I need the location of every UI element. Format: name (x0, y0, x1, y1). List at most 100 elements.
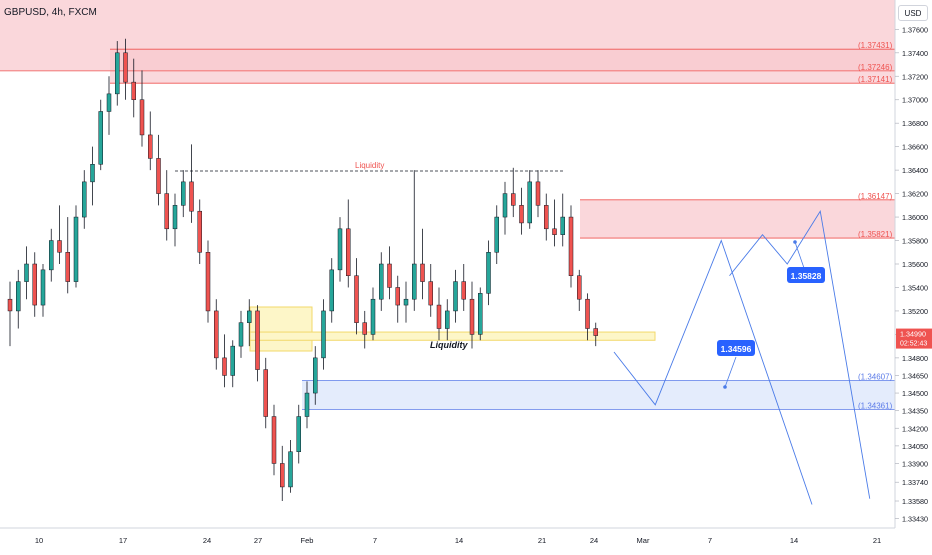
candle (271, 404, 277, 476)
resistance-zone (580, 199, 895, 239)
candle (362, 310, 367, 349)
candle (7, 281, 13, 347)
candle-body (420, 263, 425, 282)
candle-body (428, 281, 433, 306)
candle-body (436, 304, 442, 329)
support-zone (302, 380, 895, 410)
candle-body (486, 252, 491, 294)
candle (544, 193, 549, 241)
candle-body (115, 52, 120, 95)
candle-body (379, 263, 384, 300)
currency-button[interactable]: USD (898, 5, 928, 21)
candle (115, 41, 120, 106)
candle-body (346, 228, 351, 276)
candle-body (354, 275, 359, 323)
price-line-label: (1.37246) (858, 63, 893, 72)
candle (445, 299, 450, 341)
y-tick-label: 1.37200 (902, 72, 928, 81)
candle-body (453, 281, 458, 312)
candle (164, 170, 169, 241)
candle-body (49, 240, 54, 271)
price-line-label: (1.37141) (858, 75, 893, 84)
candle (436, 287, 442, 341)
y-tick-label: 1.33740 (902, 478, 928, 487)
candle-body (511, 193, 516, 206)
candle (395, 275, 400, 323)
candle-body (238, 322, 244, 347)
y-tick-label: 1.36600 (902, 143, 928, 152)
candle-body (263, 369, 268, 417)
candle-body (32, 263, 37, 306)
target-low-badge (717, 340, 755, 356)
candle (222, 334, 227, 388)
candle (189, 144, 194, 223)
target-low-dot (723, 385, 727, 389)
candle-body (90, 164, 95, 183)
candle (511, 167, 516, 218)
candle-body (131, 81, 136, 100)
candle (238, 310, 244, 358)
target-low-pointer (724, 356, 737, 388)
y-tick-label: 1.36800 (902, 119, 928, 128)
candle-body (24, 263, 29, 282)
candle-body (271, 416, 277, 464)
candle (461, 264, 466, 311)
candle-body (403, 298, 409, 306)
candle (321, 299, 326, 370)
candle (16, 269, 21, 329)
candle (502, 181, 508, 235)
candle (90, 146, 95, 206)
candle (478, 287, 483, 341)
symbol-title: GBPUSD, 4h, FXCM (4, 7, 97, 18)
candle-body (296, 416, 301, 452)
currency-label: USD (904, 8, 922, 18)
candle-body (370, 298, 376, 335)
current-price: 1.34990 (900, 330, 926, 339)
candle-body (494, 216, 499, 253)
candle-body (230, 345, 235, 376)
price-line-label: (1.34607) (858, 373, 893, 382)
candle-body (560, 216, 565, 235)
y-tick-label: 1.34650 (902, 371, 928, 380)
candle-body (139, 99, 145, 136)
x-tick-label: 14 (790, 536, 798, 545)
y-tick-label: 1.36200 (902, 190, 928, 199)
candle-body (247, 310, 252, 323)
candle-body (552, 228, 557, 235)
y-tick-label: 1.33580 (902, 497, 928, 506)
x-tick-label: 7 (373, 536, 377, 545)
candle-body (502, 193, 508, 218)
candle (32, 252, 37, 317)
candle-body (469, 298, 475, 335)
candle (412, 170, 417, 311)
y-tick-label: 1.37400 (902, 49, 928, 58)
candle (568, 205, 574, 288)
candle-body (585, 298, 590, 329)
current-price-badge (896, 328, 932, 349)
candle-body (478, 293, 483, 335)
candle (585, 293, 590, 341)
candle (288, 440, 293, 493)
y-tick-label: 1.33900 (902, 459, 928, 468)
candle (73, 205, 79, 288)
candle-body (544, 205, 549, 230)
candle (296, 404, 301, 464)
candle-body (73, 216, 79, 282)
target-high-pointer (794, 241, 805, 269)
candle (280, 445, 285, 502)
target-high-badge (787, 267, 825, 283)
y-tick-label: 1.34500 (902, 389, 928, 398)
candle (370, 287, 376, 341)
y-tick-label: 1.34050 (902, 442, 928, 451)
candle-body (189, 181, 194, 212)
x-tick-label: Mar (637, 536, 650, 545)
price-line-label: (1.36147) (858, 192, 893, 201)
y-tick-label: 1.34350 (902, 407, 928, 416)
price-line-label: (1.34361) (858, 401, 893, 410)
candle-body (82, 181, 87, 218)
candle-body (535, 181, 541, 206)
candle-body (57, 240, 62, 253)
candle (519, 187, 524, 235)
